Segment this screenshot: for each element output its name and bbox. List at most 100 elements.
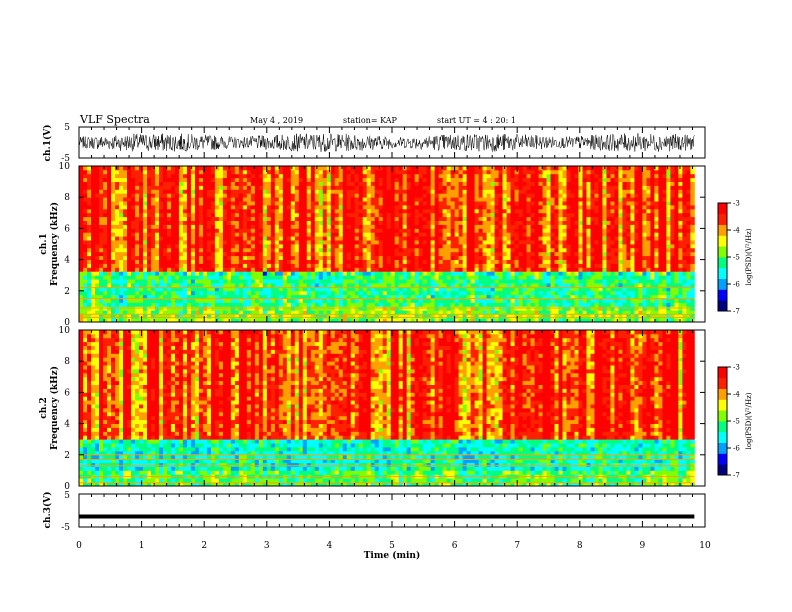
spectrogram-cell bbox=[558, 228, 563, 233]
spectrogram-cell bbox=[354, 166, 360, 171]
spectrogram-cell bbox=[242, 247, 248, 253]
spectrogram-cell bbox=[522, 224, 527, 229]
spectrogram-cell bbox=[334, 173, 340, 179]
spectrogram-cell bbox=[83, 283, 88, 288]
spectrogram-cell bbox=[470, 283, 475, 288]
spectrogram-cell bbox=[378, 290, 384, 296]
spectrogram-cell bbox=[502, 255, 507, 260]
spectrogram-cell bbox=[118, 306, 124, 311]
spectrogram-cell bbox=[554, 240, 559, 245]
spectrogram-cell bbox=[154, 240, 160, 245]
spectrogram-cell bbox=[530, 298, 535, 303]
spectrogram-cell bbox=[546, 294, 551, 299]
spectrogram-cell bbox=[314, 314, 320, 319]
spectrogram-cell bbox=[562, 236, 567, 241]
spectrogram-cell bbox=[546, 302, 551, 307]
spectrogram-cell bbox=[94, 177, 100, 182]
spectrogram-cell bbox=[194, 208, 200, 214]
spectrogram-cell bbox=[426, 263, 432, 268]
spectrogram-cell bbox=[214, 228, 220, 233]
spectrogram-cell bbox=[466, 177, 471, 182]
spectrogram-cell bbox=[426, 181, 432, 186]
spectrogram-cell bbox=[102, 166, 108, 171]
spectrogram-cell bbox=[314, 232, 320, 237]
spectrogram-cell bbox=[322, 318, 328, 323]
spectrogram-cell bbox=[538, 177, 543, 182]
spectrogram-cell bbox=[154, 306, 160, 311]
spectrogram-cell bbox=[218, 283, 224, 288]
spectrogram-cell bbox=[570, 232, 575, 237]
station-label: station= KAP bbox=[343, 116, 398, 125]
spectrogram-cell bbox=[546, 286, 551, 292]
spectrogram-cell bbox=[342, 240, 348, 245]
spectrogram-cell bbox=[174, 181, 180, 186]
spectrogram-cell bbox=[262, 244, 268, 249]
spectrogram-cell bbox=[98, 314, 104, 319]
spectrogram-cell bbox=[390, 294, 396, 299]
spectrogram-cell bbox=[114, 310, 120, 315]
spectrogram-cell bbox=[218, 251, 224, 257]
spectrogram-cell bbox=[422, 193, 428, 198]
spectrogram-cell bbox=[354, 201, 360, 206]
spectrogram-cell bbox=[574, 294, 579, 299]
spectrogram-cell bbox=[174, 228, 180, 233]
spectrogram-cell bbox=[378, 255, 384, 260]
spectrogram-cell bbox=[130, 244, 136, 249]
spectrogram-cell bbox=[498, 166, 503, 171]
spectrogram-cell bbox=[382, 212, 388, 218]
spectrogram-cell bbox=[290, 244, 296, 249]
spectrogram-cell bbox=[458, 212, 463, 218]
spectrogram-cell bbox=[158, 212, 164, 218]
spectrogram-cell bbox=[278, 271, 284, 276]
spectrogram-cell bbox=[242, 201, 248, 206]
spectrogram-cell bbox=[546, 318, 551, 323]
spectrogram-cell bbox=[98, 267, 104, 272]
spectrogram-cell bbox=[378, 306, 384, 311]
spectrogram-cell bbox=[494, 185, 499, 190]
spectrogram-cell bbox=[554, 267, 559, 272]
spectrogram-cell bbox=[354, 244, 360, 249]
spectrogram-cell bbox=[446, 263, 452, 268]
spectrogram-cell bbox=[414, 286, 420, 292]
spectrogram-cell bbox=[454, 271, 460, 276]
spectrogram-cell bbox=[262, 177, 268, 182]
spectrogram-cell bbox=[438, 216, 444, 221]
spectrogram-cell bbox=[542, 283, 547, 288]
spectrogram-cell bbox=[434, 220, 440, 225]
spectrogram-cell bbox=[406, 205, 412, 210]
spectrogram-cell bbox=[102, 169, 108, 175]
spectrogram-cell bbox=[79, 318, 84, 323]
spectrogram-cell bbox=[434, 166, 440, 171]
spectrogram-cell bbox=[466, 205, 471, 210]
spectrogram-cell bbox=[314, 267, 320, 272]
spectrogram-cell bbox=[394, 306, 400, 311]
spectrogram-cell bbox=[322, 302, 328, 307]
spectrogram-cell bbox=[430, 251, 436, 257]
spectrogram-cell bbox=[83, 216, 88, 221]
spectrogram-cell bbox=[286, 181, 292, 186]
spectrogram-cell bbox=[322, 228, 328, 233]
spectrogram-cell bbox=[574, 224, 579, 229]
spectrogram-cell bbox=[214, 247, 220, 253]
spectrogram-cell bbox=[138, 220, 144, 225]
spectrogram-cell bbox=[326, 244, 332, 249]
spectrogram-cell bbox=[574, 251, 579, 257]
spectrogram-cell bbox=[366, 166, 372, 171]
spectrogram-cell bbox=[334, 193, 340, 198]
spectrogram-cell bbox=[406, 251, 412, 257]
spectrogram-cell bbox=[79, 189, 84, 194]
spectrogram-cell bbox=[466, 294, 471, 299]
spectrogram-cell bbox=[83, 244, 88, 249]
spectrogram-cell bbox=[366, 189, 372, 194]
spectrogram-cell bbox=[118, 294, 124, 299]
spectrogram-cell bbox=[442, 216, 448, 221]
spectrogram-cell bbox=[134, 193, 140, 198]
spectrogram-cell bbox=[490, 286, 495, 292]
spectrogram-cell bbox=[458, 166, 463, 171]
spectrogram-cell bbox=[138, 208, 144, 214]
spectrogram-cell bbox=[470, 173, 475, 179]
spectrogram-cell bbox=[154, 220, 160, 225]
spectrogram-cell bbox=[118, 283, 124, 288]
spectrogram-cell bbox=[542, 302, 547, 307]
spectrogram-cell bbox=[118, 318, 124, 323]
